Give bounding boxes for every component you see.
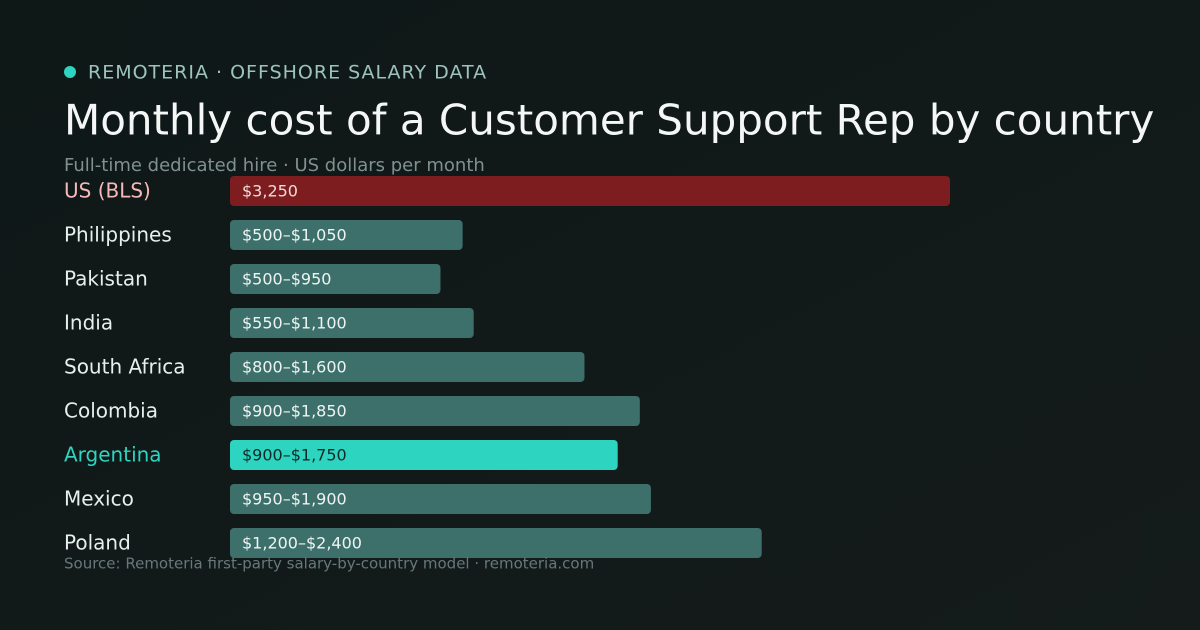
category-label: Mexico xyxy=(64,487,134,511)
category-label: Philippines xyxy=(64,223,172,247)
bar xyxy=(230,176,950,206)
bar xyxy=(230,484,651,514)
bar xyxy=(230,528,762,558)
value-label: $900–$1,750 xyxy=(242,446,347,465)
bar xyxy=(230,308,474,338)
source: Source: Remoteria first-party salary-by-… xyxy=(64,555,594,573)
value-label: $550–$1,100 xyxy=(242,314,347,333)
value-label: $1,200–$2,400 xyxy=(242,534,362,553)
category-label: Colombia xyxy=(64,399,158,423)
bar xyxy=(230,352,585,382)
value-label: $500–$950 xyxy=(242,270,331,289)
bar xyxy=(230,440,618,470)
category-label: India xyxy=(64,311,113,335)
category-label: Pakistan xyxy=(64,267,148,291)
category-label: US (BLS) xyxy=(64,179,151,203)
category-label: Argentina xyxy=(64,443,162,467)
chart-title: Monthly cost of a Customer Support Rep b… xyxy=(64,96,1154,145)
value-label: $3,250 xyxy=(242,182,298,201)
value-label: $950–$1,900 xyxy=(242,490,347,509)
subtitle: Full-time dedicated hire · US dollars pe… xyxy=(64,155,485,176)
category-label: South Africa xyxy=(64,355,186,379)
value-label: $900–$1,850 xyxy=(242,402,347,421)
bar xyxy=(230,264,441,294)
bar xyxy=(230,396,640,426)
kicker: REMOTERIA · OFFSHORE SALARY DATA xyxy=(88,62,487,84)
value-label: $800–$1,600 xyxy=(242,358,347,377)
bar xyxy=(230,220,463,250)
category-label: Poland xyxy=(64,531,131,555)
kicker-dot xyxy=(64,66,76,78)
value-label: $500–$1,050 xyxy=(242,226,347,245)
